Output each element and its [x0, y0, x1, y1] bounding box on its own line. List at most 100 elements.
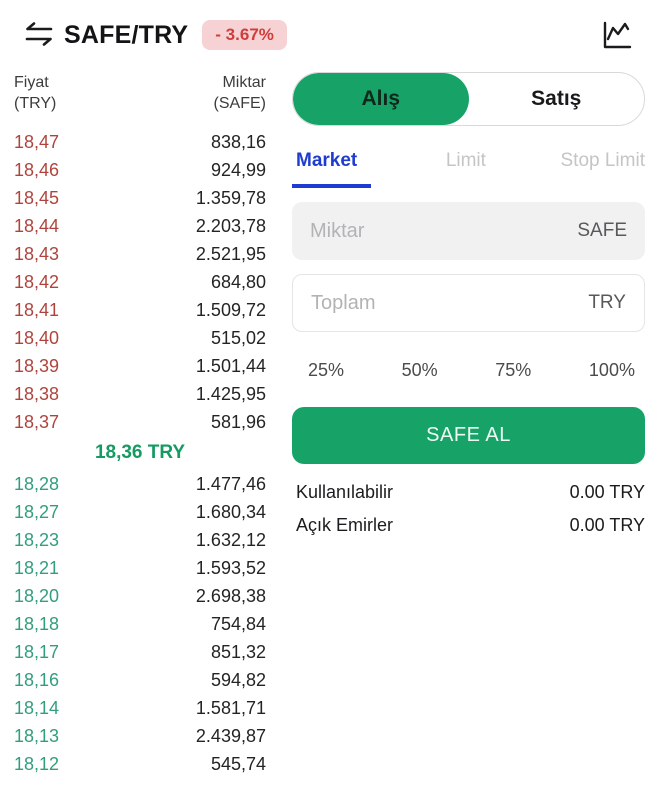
orderbook-row[interactable]: 18,28 1.477,46 — [14, 470, 266, 498]
total-unit-label: TRY — [588, 292, 626, 313]
asks-list: 18,47 838,16 18,46 924,99 18,45 1.359,78 18,44… — [14, 128, 266, 436]
price-cell: 18,16 — [14, 669, 60, 690]
orderbook-row[interactable]: 18,47 838,16 — [14, 128, 266, 156]
amount-cell: 684,80 — [210, 271, 266, 292]
orderbook-row[interactable]: 18,16 594,82 — [14, 666, 266, 694]
orderbook-row[interactable]: 18,44 2.203,78 — [14, 212, 266, 240]
percent-25-button[interactable]: 25% — [308, 360, 345, 380]
amount-unit-label: SAFE — [577, 220, 627, 241]
orderbook-row[interactable]: 18,12 545,74 — [14, 750, 266, 778]
orderbook-row[interactable]: 18,23 1.632,12 — [14, 526, 266, 554]
orderbook-header: Fiyat (TRY) Miktar (SAFE) — [14, 72, 266, 114]
orderbook-row[interactable]: 18,46 924,99 — [14, 156, 266, 184]
percent-50-button[interactable]: 50% — [401, 360, 438, 380]
price-cell: 18,37 — [14, 411, 60, 432]
amount-cell: 1.359,78 — [195, 187, 266, 208]
topbar: SAFE/TRY - 3.67% — [0, 0, 657, 64]
price-cell: 18,14 — [14, 697, 60, 718]
price-cell: 18,42 — [14, 271, 60, 292]
orderbook-row[interactable]: 18,40 515,02 — [14, 324, 266, 352]
amount-cell: 1.477,46 — [195, 473, 266, 494]
orderbook-row[interactable]: 18,21 1.593,52 — [14, 554, 266, 582]
buy-submit-button[interactable]: SAFE AL — [292, 407, 645, 464]
amount-field[interactable]: Miktar SAFE — [292, 202, 645, 260]
orderbook-row[interactable]: 18,27 1.680,34 — [14, 498, 266, 526]
price-cell: 18,44 — [14, 215, 60, 236]
main-content: Fiyat (TRY) Miktar (SAFE) 18,47 838,16 18,… — [0, 64, 657, 778]
order-type-tabs: Market Limit Stop Limit — [292, 150, 645, 194]
amount-cell: 2.203,78 — [195, 215, 266, 236]
price-cell: 18,18 — [14, 613, 60, 634]
orderbook: Fiyat (TRY) Miktar (SAFE) 18,47 838,16 18,… — [14, 72, 266, 778]
line-chart-icon[interactable] — [599, 17, 635, 53]
price-cell: 18,17 — [14, 641, 60, 662]
amount-column-header: Miktar (SAFE) — [213, 74, 266, 112]
orderbook-row[interactable]: 18,45 1.359,78 — [14, 184, 266, 212]
total-field[interactable]: Toplam TRY — [292, 274, 645, 332]
price-cell: 18,20 — [14, 585, 60, 606]
orderbook-row[interactable]: 18,18 754,84 — [14, 610, 266, 638]
price-cell: 18,23 — [14, 529, 60, 550]
sell-tab[interactable]: Satış — [531, 87, 582, 110]
percent-75-button[interactable]: 75% — [495, 360, 532, 380]
orderbook-row[interactable]: 18,38 1.425,95 — [14, 380, 266, 408]
tab-market[interactable]: Market — [292, 150, 372, 188]
amount-cell: 754,84 — [210, 613, 266, 634]
total-placeholder: Toplam — [311, 291, 376, 314]
bids-list: 18,28 1.477,46 18,27 1.680,34 18,23 1.632,12 1… — [14, 470, 266, 778]
amount-cell: 1.593,52 — [195, 557, 266, 578]
price-cell: 18,43 — [14, 243, 60, 264]
amount-placeholder: Miktar — [310, 219, 365, 242]
price-cell: 18,46 — [14, 159, 60, 180]
price-cell: 18,47 — [14, 131, 60, 152]
price-cell: 18,28 — [14, 473, 60, 494]
swap-pair-icon[interactable] — [22, 20, 56, 50]
orderbook-row[interactable]: 18,37 581,96 — [14, 408, 266, 436]
open-orders-value: 0.00 TRY — [569, 515, 645, 535]
percent-100-button[interactable]: 100% — [588, 360, 635, 380]
amount-cell: 1.425,95 — [195, 383, 266, 404]
price-cell: 18,38 — [14, 383, 60, 404]
amount-cell: 2.698,38 — [195, 585, 266, 606]
amount-cell: 1.581,71 — [195, 697, 266, 718]
orderbook-row[interactable]: 18,42 684,80 — [14, 268, 266, 296]
available-balance-row: Kullanılabilir 0.00 TRY — [296, 476, 645, 509]
amount-cell: 545,74 — [210, 753, 266, 774]
price-cell: 18,40 — [14, 327, 60, 348]
buy-tab[interactable]: Alış — [293, 73, 469, 125]
orderbook-row[interactable]: 18,39 1.501,44 — [14, 352, 266, 380]
trade-panel: Alış Satış Market Limit Stop Limit Mikta… — [292, 72, 647, 778]
orderbook-row[interactable]: 18,13 2.439,87 — [14, 722, 266, 750]
price-cell: 18,39 — [14, 355, 60, 376]
amount-cell: 515,02 — [210, 327, 266, 348]
pair-title: SAFE/TRY — [64, 20, 189, 49]
available-balance-label: Kullanılabilir — [296, 482, 394, 502]
tab-limit[interactable]: Limit — [445, 150, 486, 171]
amount-cell: 594,82 — [210, 669, 266, 690]
amount-cell: 1.501,44 — [195, 355, 266, 376]
orderbook-row[interactable]: 18,17 851,32 — [14, 638, 266, 666]
amount-cell: 2.521,95 — [195, 243, 266, 264]
buy-sell-toggle: Alış Satış — [292, 72, 645, 126]
orderbook-row[interactable]: 18,43 2.521,95 — [14, 240, 266, 268]
price-cell: 18,21 — [14, 557, 60, 578]
open-orders-label: Açık Emirler — [296, 515, 394, 535]
tab-stop-limit[interactable]: Stop Limit — [560, 150, 645, 171]
orderbook-row[interactable]: 18,14 1.581,71 — [14, 694, 266, 722]
orderbook-row[interactable]: 18,20 2.698,38 — [14, 582, 266, 610]
price-cell: 18,13 — [14, 725, 60, 746]
amount-cell: 851,32 — [210, 641, 266, 662]
price-column-header: Fiyat (TRY) — [14, 74, 57, 112]
amount-cell: 1.632,12 — [195, 529, 266, 550]
orderbook-row[interactable]: 18,41 1.509,72 — [14, 296, 266, 324]
amount-cell: 1.509,72 — [195, 299, 266, 320]
amount-cell: 1.680,34 — [195, 501, 266, 522]
amount-cell: 924,99 — [210, 159, 266, 180]
price-change-badge: - 3.67% — [202, 20, 287, 50]
balances: Kullanılabilir 0.00 TRY Açık Emirler 0.0… — [292, 476, 645, 542]
percent-options: 25% 50% 75% 100% — [292, 360, 645, 381]
price-cell: 18,12 — [14, 753, 60, 774]
price-cell: 18,41 — [14, 299, 60, 320]
last-price[interactable]: 18,36 TRY — [94, 442, 186, 463]
